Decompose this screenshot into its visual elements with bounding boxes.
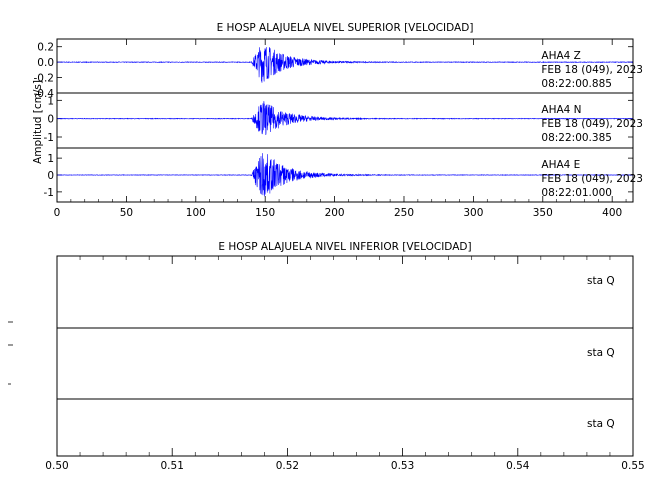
- record-date: FEB 18 (049), 2023: [541, 118, 643, 130]
- x-tick-label: 50: [120, 207, 133, 219]
- y-tick-label: 1: [47, 153, 54, 165]
- y-tick-label: -0.4: [34, 88, 55, 100]
- empty-panel-1: sta Q: [587, 275, 615, 287]
- y-tick-label: -1: [44, 187, 54, 199]
- x-tick-label: 0.50: [45, 460, 68, 472]
- waveform-trace: [56, 153, 634, 197]
- y-tick-label: 1: [47, 95, 54, 107]
- x-tick-label: 250: [394, 207, 414, 219]
- x-tick-label: 0.51: [161, 460, 184, 472]
- record-time: 08:22:01.000: [541, 187, 612, 199]
- waveform-trace: [56, 101, 634, 136]
- x-tick-label: 0.54: [506, 460, 530, 472]
- bottom-chart: E HOSP ALAJUELA NIVEL INFERIOR [VELOCIDA…: [45, 241, 644, 472]
- x-tick-label: 300: [463, 207, 483, 219]
- x-tick-label: 0: [54, 207, 61, 219]
- seismogram-panel-e: 1 0 -1 AHA4 E FEB 18 (049), 2023 08:22:01.000: [44, 147, 643, 199]
- station-label: AHA4 Z: [541, 50, 580, 62]
- left-margin-marks: [8, 321, 13, 385]
- empty-panel-3: sta Q: [57, 398, 633, 430]
- top-chart-title: E HOSP ALAJUELA NIVEL SUPERIOR [VELOCIDA…: [217, 22, 474, 34]
- y-tick-label: 0.2: [37, 42, 54, 54]
- top-chart-frame: [56, 38, 634, 203]
- panel-label: sta Q: [587, 275, 615, 287]
- bottom-x-axis: 0.50 0.51 0.52 0.53 0.54 0.55: [45, 256, 645, 472]
- record-time: 08:22:00.885: [541, 78, 612, 90]
- panel-label: sta Q: [587, 347, 615, 359]
- x-tick-label: 0.55: [621, 460, 644, 472]
- record-date: FEB 18 (049), 2023: [541, 173, 643, 185]
- y-tick-label: 0: [47, 170, 54, 182]
- y-tick-label: 0: [47, 114, 54, 126]
- x-tick-label: 200: [325, 207, 345, 219]
- bottom-chart-title: E HOSP ALAJUELA NIVEL INFERIOR [VELOCIDA…: [218, 241, 471, 253]
- top-chart: E HOSP ALAJUELA NIVEL SUPERIOR [VELOCIDA…: [32, 22, 643, 219]
- y-tick-label: 0.0: [37, 57, 54, 69]
- seismogram-panel-z: 0.2 0.0 -0.2 -0.4 AHA4 Z FEB 18 (049), 2023 08…: [34, 42, 643, 100]
- station-label: AHA4 E: [541, 159, 580, 171]
- seismogram-panel-n: 1 0 -1 AHA4 N FEB 18 (049), 2023 08:22:00.385: [44, 92, 643, 144]
- y-tick-label: -0.2: [34, 73, 55, 85]
- station-label: AHA4 N: [541, 104, 581, 116]
- waveform-trace: [56, 47, 634, 83]
- y-tick-label: -1: [44, 132, 54, 144]
- top-x-axis: 0 50 100 150 200 250 300 350 400: [54, 39, 627, 219]
- panel-label: sta Q: [587, 418, 615, 430]
- x-tick-label: 0.53: [391, 460, 414, 472]
- top-panels: 0.2 0.0 -0.2 -0.4 AHA4 Z FEB 18 (049), 2023 08…: [34, 42, 643, 199]
- record-time: 08:22:00.385: [541, 132, 612, 144]
- bottom-chart-frame: [56, 255, 634, 457]
- top-chart-ylabel: Amplitud [cm/s]: [32, 80, 44, 164]
- x-tick-label: 150: [255, 207, 275, 219]
- empty-panel-2: sta Q: [57, 327, 633, 359]
- x-tick-label: 100: [186, 207, 206, 219]
- x-tick-label: 350: [533, 207, 553, 219]
- x-tick-label: 0.52: [276, 460, 299, 472]
- record-date: FEB 18 (049), 2023: [541, 64, 643, 76]
- x-tick-label: 400: [602, 207, 622, 219]
- bottom-panels: sta Q sta Q sta Q: [57, 275, 633, 430]
